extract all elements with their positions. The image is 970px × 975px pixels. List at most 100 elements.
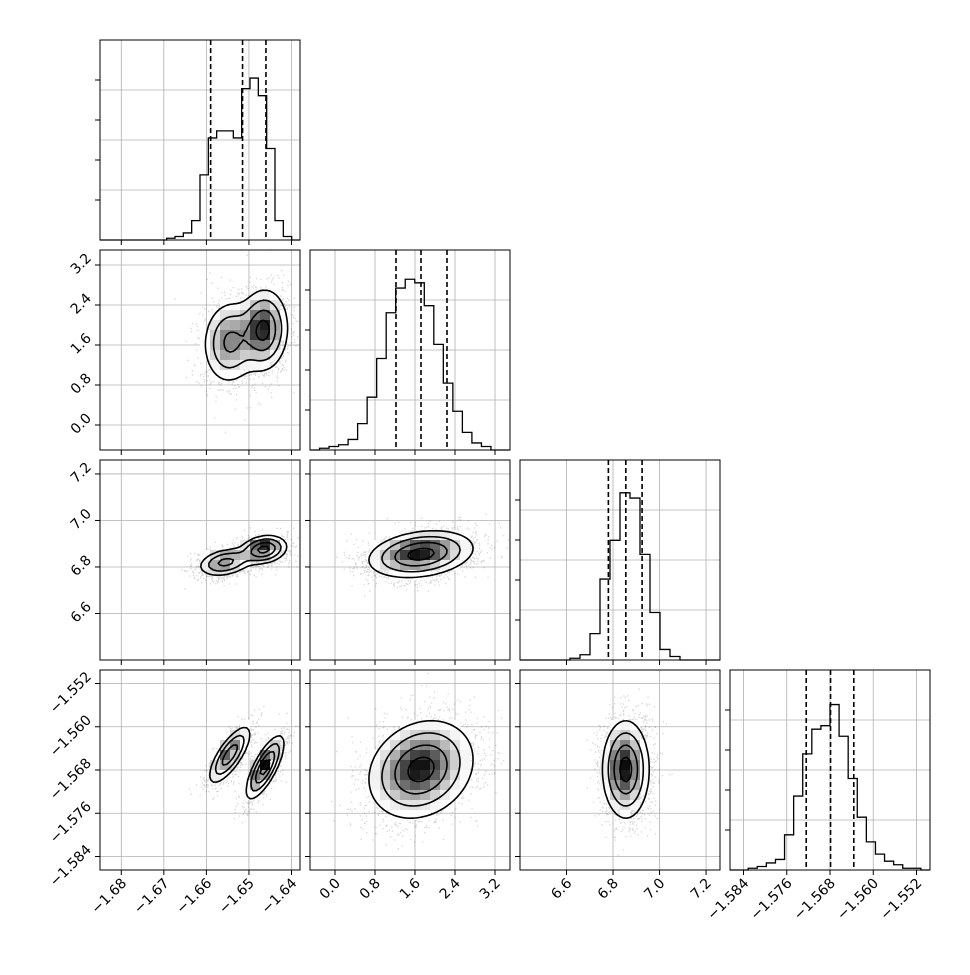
hist2d-cell <box>430 760 441 771</box>
x-tick-label: 3.2 <box>477 876 504 903</box>
hist2d-cell <box>630 800 641 811</box>
hist2d-cell <box>450 730 461 741</box>
hist2d-cell <box>450 770 461 781</box>
hist2d-cell <box>410 570 421 581</box>
hist2d-cell <box>410 770 421 781</box>
hist2d-cell <box>260 550 271 561</box>
hist2d-cell <box>450 760 461 771</box>
hist2d-cell <box>240 550 251 561</box>
hist2d-cell <box>600 770 611 781</box>
hist2d-cell <box>440 720 451 731</box>
hist2d-cell <box>440 780 451 791</box>
hist2d-cell <box>250 350 261 361</box>
hist2d-cell <box>630 770 641 781</box>
hist2d-cell <box>420 540 431 551</box>
hist2d-cell <box>450 790 461 801</box>
contour-level-3 <box>407 756 435 783</box>
hist2d-cell <box>420 550 431 561</box>
hist2d-cell <box>230 360 241 371</box>
hist2d-cell <box>620 720 631 731</box>
hist2d-cell <box>600 750 611 761</box>
hist2d-cell <box>270 750 281 761</box>
density-2-1 <box>336 513 510 597</box>
panel-2-2 <box>515 459 721 665</box>
y-tick-label: 0.8 <box>68 371 95 398</box>
hist2d-cell <box>250 360 261 371</box>
hist2d-cell <box>210 560 221 571</box>
hist2d-cell <box>250 770 261 781</box>
contour-level-0 <box>199 534 288 577</box>
hist2d-cell <box>260 310 271 321</box>
hist2d-cell <box>400 540 411 551</box>
hist2d-cell <box>260 540 271 551</box>
hist2d-cell <box>430 740 441 751</box>
hist2d-cell <box>240 330 251 341</box>
hist2d-cell <box>240 320 251 331</box>
hist2d-cell <box>230 550 241 561</box>
hist2d-cell <box>420 730 431 741</box>
hist2d-cell <box>280 330 291 341</box>
hist2d-cell <box>210 320 221 331</box>
histogram-3 <box>730 703 930 871</box>
contour-level-0 <box>204 289 289 381</box>
hist2d-cell <box>230 350 241 361</box>
density-1-0 <box>174 250 300 434</box>
hist2d-cell <box>430 560 441 571</box>
hist2d-cell <box>230 370 241 381</box>
hist2d-cell <box>270 730 281 741</box>
hist2d-cell <box>420 530 431 541</box>
density-3-1 <box>331 672 505 850</box>
hist2d-cell <box>210 760 221 771</box>
x-tick-label: −1.66 <box>174 875 216 917</box>
hist2d-cell <box>380 780 391 791</box>
hist2d-cell <box>220 330 231 341</box>
hist2d-cell <box>250 780 261 791</box>
hist2d-cell <box>430 800 441 811</box>
hist2d-cell <box>270 350 281 361</box>
hist2d-cell <box>620 780 631 791</box>
y-tick-label: −1.584 <box>47 842 95 890</box>
hist2d-cell <box>400 780 411 791</box>
hist2d-cell <box>230 330 241 341</box>
hist2d-cell <box>400 790 411 801</box>
hist2d-cell <box>370 760 381 771</box>
hist2d-cell <box>440 800 451 811</box>
hist2d-cell <box>620 770 631 781</box>
hist2d-cell <box>440 530 451 541</box>
hist2d-cell <box>200 350 211 361</box>
hist2d-cell <box>410 530 421 541</box>
hist2d-cell <box>600 790 611 801</box>
hist2d-cell <box>260 290 271 301</box>
hist2d-cell <box>630 790 641 801</box>
hist2d-cell <box>280 310 291 321</box>
hist2d-cell <box>240 340 251 351</box>
panel-frame <box>99 249 301 451</box>
hist2d-cell <box>390 780 401 791</box>
hist2d-cell <box>640 760 651 771</box>
hist2d-cell <box>450 550 461 561</box>
hist2d-cell <box>600 780 611 791</box>
hist2d-cell <box>410 810 421 821</box>
x-tick-label: −1.552 <box>877 876 925 924</box>
hist2d-cell <box>250 330 261 341</box>
histogram-0 <box>100 77 300 241</box>
hist2d-cell <box>220 320 231 331</box>
hist2d-cell <box>420 810 431 821</box>
x-tick-label: −1.64 <box>259 875 301 917</box>
hist2d-cell <box>420 720 431 731</box>
density-3-2 <box>586 688 673 856</box>
hist2d-cell <box>430 550 441 561</box>
contour-level-2 <box>217 541 276 567</box>
hist2d-cell <box>280 320 291 331</box>
hist2d-cell <box>400 760 411 771</box>
hist2d-cell <box>240 730 251 741</box>
hist2d-cell <box>220 550 231 561</box>
hist2d-cell <box>240 790 251 801</box>
hist2d-cell <box>620 750 631 761</box>
hist2d-cell <box>610 780 621 791</box>
x-tick-label: 6.6 <box>548 875 575 902</box>
hist2d-cell <box>410 540 421 551</box>
hist2d-cell <box>640 740 651 751</box>
x-tick-label: 2.4 <box>437 875 464 902</box>
